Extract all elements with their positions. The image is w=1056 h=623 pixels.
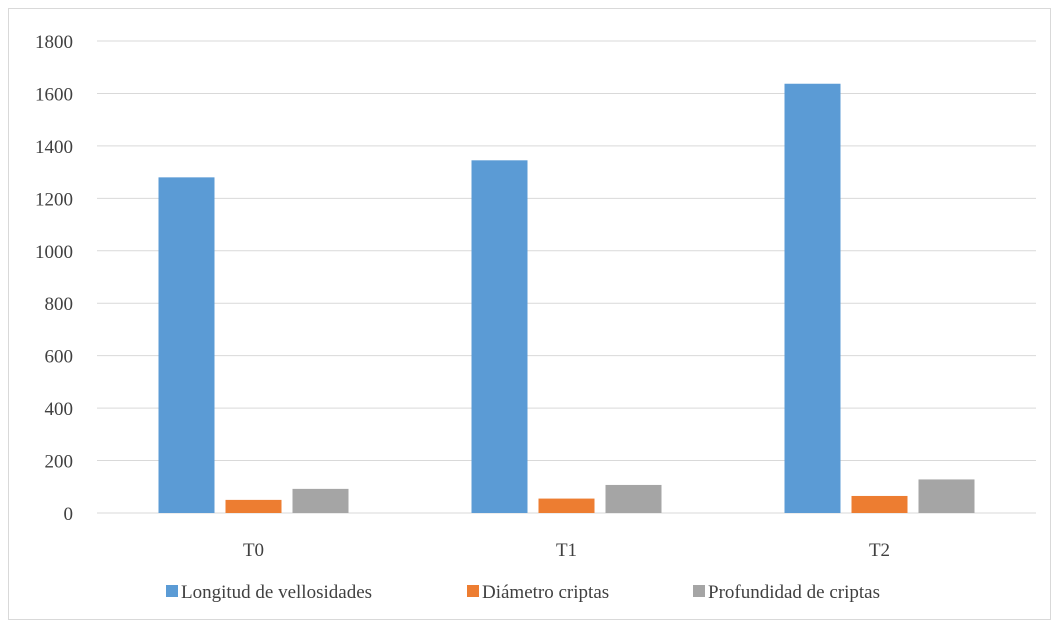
y-tick-label: 1800 <box>35 32 73 53</box>
bar-t0-series-0 <box>158 177 215 513</box>
x-tick-label: T1 <box>556 540 577 561</box>
bar-t0-series-2 <box>292 488 349 513</box>
y-tick-label: 1200 <box>35 189 73 210</box>
bar-t1-series-2 <box>605 484 662 513</box>
x-tick-label: T0 <box>243 540 264 561</box>
y-tick-label: 1400 <box>35 137 73 158</box>
bar-t0-series-1 <box>225 499 282 513</box>
legend: Longitud de vellosidades Diámetro criptas… <box>166 582 880 603</box>
bars <box>158 83 975 514</box>
bar-t2-series-1 <box>851 495 908 513</box>
y-tick-label: 1600 <box>35 84 73 105</box>
y-tick-label: 200 <box>45 452 74 473</box>
y-axis-tick-labels: 0 200 400 600 800 1000 1200 1400 1600 1800 <box>35 32 73 525</box>
bar-t2-series-2 <box>918 479 975 513</box>
legend-swatch <box>467 585 479 597</box>
bar-t1-series-0 <box>471 160 528 514</box>
bar-t1-series-1 <box>538 498 595 513</box>
x-tick-label: T2 <box>869 540 890 561</box>
y-tick-label: 1000 <box>35 242 73 263</box>
legend-label: Longitud de vellosidades <box>181 582 372 603</box>
y-tick-label: 600 <box>45 347 74 368</box>
legend-swatch <box>693 585 705 597</box>
legend-swatch <box>166 585 178 597</box>
x-axis-tick-labels: T0 T1 T2 <box>243 540 890 561</box>
y-tick-label: 800 <box>45 294 74 315</box>
y-tick-label: 400 <box>45 399 74 420</box>
y-tick-label: 0 <box>64 504 74 525</box>
bar-t2-series-0 <box>784 83 841 514</box>
legend-label: Diámetro criptas <box>482 582 609 603</box>
gridlines <box>97 40 1036 514</box>
legend-label: Profundidad de criptas <box>708 582 880 603</box>
